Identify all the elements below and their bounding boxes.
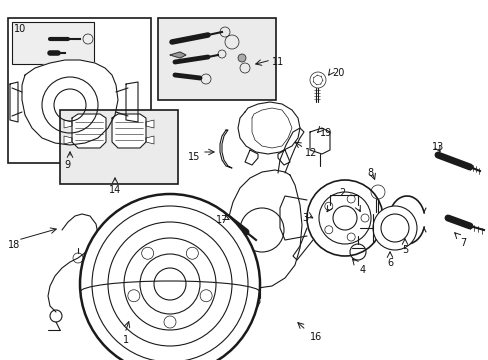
Polygon shape [244, 150, 258, 165]
Polygon shape [146, 120, 154, 128]
Text: 3: 3 [301, 213, 307, 223]
Polygon shape [64, 136, 72, 144]
Text: 5: 5 [401, 245, 407, 255]
Polygon shape [238, 275, 260, 312]
Polygon shape [72, 114, 106, 148]
Text: 9: 9 [64, 160, 70, 170]
Text: 13: 13 [431, 142, 443, 152]
Text: 8: 8 [366, 168, 372, 178]
Circle shape [80, 194, 260, 360]
Polygon shape [170, 52, 185, 58]
Polygon shape [309, 128, 329, 154]
Polygon shape [22, 60, 118, 145]
Text: 2: 2 [338, 188, 345, 198]
Polygon shape [126, 82, 138, 122]
Polygon shape [278, 128, 304, 173]
Text: 7: 7 [459, 238, 465, 248]
Polygon shape [146, 136, 154, 144]
Polygon shape [251, 108, 291, 148]
Text: 11: 11 [271, 57, 284, 67]
Polygon shape [280, 196, 306, 240]
Text: 12: 12 [305, 148, 317, 158]
Circle shape [372, 206, 416, 250]
Bar [158, 18, 275, 100]
Text: 6: 6 [386, 258, 392, 268]
Text: 17: 17 [215, 215, 228, 225]
Text: 20: 20 [331, 68, 344, 78]
Bar [60, 110, 178, 184]
Text: 4: 4 [359, 265, 366, 275]
Polygon shape [238, 102, 299, 154]
Text: 19: 19 [319, 128, 331, 138]
Circle shape [306, 180, 382, 256]
Polygon shape [292, 228, 312, 260]
Text: 10: 10 [14, 24, 26, 34]
Bar [12, 22, 94, 64]
Circle shape [238, 54, 245, 62]
Polygon shape [278, 150, 289, 165]
Text: 1: 1 [123, 335, 129, 345]
Text: 15: 15 [187, 152, 200, 162]
Bar [8, 18, 151, 163]
Text: 16: 16 [309, 332, 322, 342]
Polygon shape [64, 120, 72, 128]
Polygon shape [220, 130, 231, 168]
Text: 18: 18 [8, 240, 20, 250]
Text: 14: 14 [109, 185, 121, 195]
Polygon shape [112, 114, 146, 148]
Polygon shape [10, 82, 18, 122]
Polygon shape [224, 170, 302, 288]
